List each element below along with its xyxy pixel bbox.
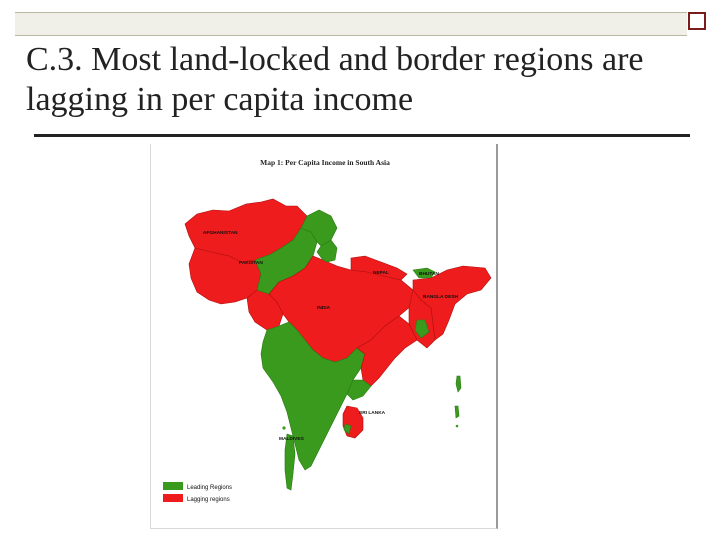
map-figure: Map 1: Per Capita Income in South Asia (150, 144, 498, 529)
label-pakistan: PAKISTAN (239, 260, 263, 266)
slide-title: C.3. Most land-locked and border regions… (26, 41, 644, 118)
region-andhra-leading (346, 379, 372, 401)
south-asia-map: Map 1: Per Capita Income in South Asia (163, 158, 492, 503)
legend-swatch-lagging (163, 494, 183, 502)
title-divider (34, 134, 690, 137)
slide-corner-square (688, 12, 706, 30)
legend-label-leading: Leading Regions (187, 485, 232, 491)
maldives-atoll (282, 426, 286, 430)
region-bangladesh-leading (414, 319, 430, 339)
map-title: Map 1: Per Capita Income in South Asia (260, 158, 390, 167)
label-india: INDIA (317, 305, 331, 311)
label-nepal: NEPAL (373, 270, 389, 276)
region-delhi-leading (316, 239, 338, 263)
label-sri-lanka: SRI LANKA (359, 410, 386, 416)
label-bangladesh: BANGLA DESH (423, 294, 459, 300)
region-bangladesh-lagging (408, 289, 436, 349)
legend-label-lagging: Lagging regions (187, 497, 230, 503)
region-andaman-islands (455, 375, 462, 393)
region-maldives (284, 433, 296, 491)
legend-swatch-leading (163, 482, 183, 490)
region-nepal (350, 255, 408, 281)
region-east-india-lagging (356, 315, 418, 387)
island-dot (455, 424, 459, 428)
label-bhutan: BHUTAN (419, 271, 439, 277)
label-afghanistan: AFGHANISTAN (203, 230, 238, 236)
slide-header-bar (15, 12, 687, 36)
region-nicobar-islands (454, 405, 460, 419)
region-bhutan (412, 267, 436, 279)
region-west-south-india-leading (260, 321, 366, 471)
region-sri-lanka-leading (343, 423, 352, 435)
label-maldives: MALDIVES (279, 436, 305, 442)
